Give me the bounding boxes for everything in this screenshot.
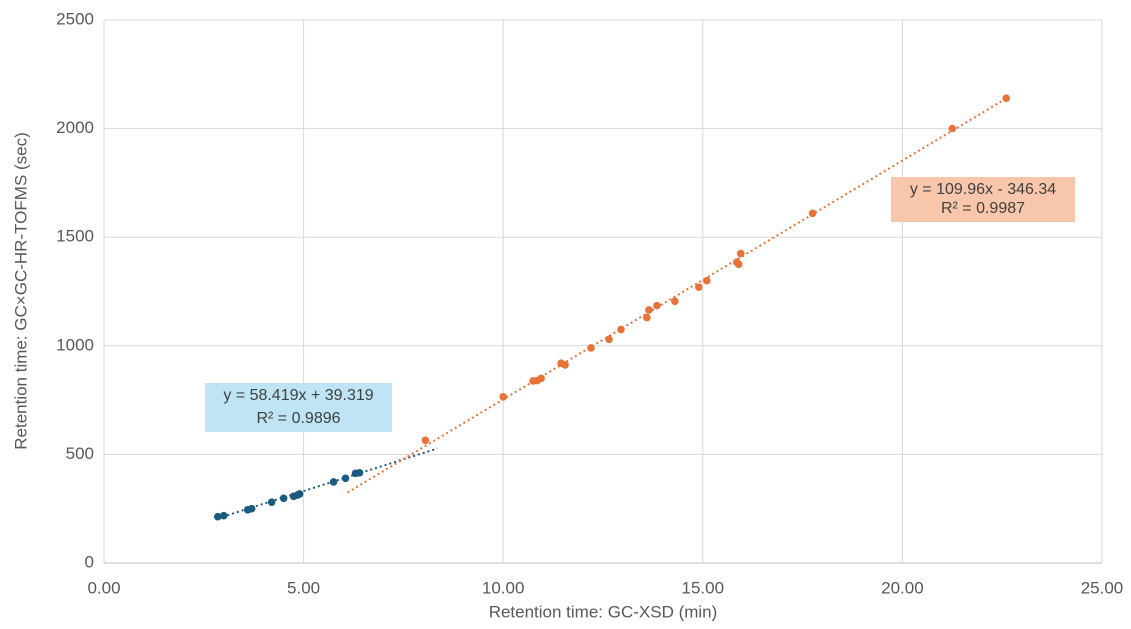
- point: [267, 498, 276, 506]
- point: [617, 325, 625, 334]
- point: [695, 283, 703, 291]
- point: [421, 436, 430, 445]
- x-tick-label: 25.00: [1081, 578, 1124, 597]
- point: [671, 297, 679, 306]
- point: [355, 469, 364, 477]
- y-tick-label: 2500: [56, 9, 94, 28]
- x-tick-label: 15.00: [682, 578, 725, 597]
- point: [734, 260, 743, 269]
- trendline: [346, 97, 1007, 494]
- trendline-label-box: [205, 383, 392, 432]
- point: [561, 361, 569, 369]
- point: [329, 478, 338, 486]
- point: [219, 511, 228, 520]
- trendline-equation: y = 109.96x - 346.34: [910, 181, 1056, 198]
- point: [948, 124, 957, 133]
- point: [645, 306, 653, 314]
- trendline-equation: y = 58.419x + 39.319: [223, 387, 373, 404]
- point: [279, 494, 288, 503]
- point: [213, 512, 222, 521]
- y-tick-label: 1000: [56, 335, 94, 354]
- trendline-label-box: [891, 177, 1075, 222]
- point: [537, 374, 545, 383]
- point: [587, 344, 595, 352]
- point: [341, 474, 350, 483]
- point: [643, 313, 651, 322]
- y-tick-label: 1500: [56, 227, 94, 246]
- point: [247, 504, 256, 513]
- trendline-r-squared: R² = 0.9987: [941, 200, 1025, 217]
- point: [808, 209, 817, 218]
- y-tick-label: 0: [85, 552, 94, 571]
- x-axis-title: Retention time: GC-XSD (min): [489, 602, 718, 621]
- x-tick-label: 5.00: [287, 578, 320, 597]
- y-axis-title: Retention time: GC×GC-HR-TOFMS (sec): [11, 132, 30, 450]
- point: [605, 335, 613, 344]
- trendline: [217, 447, 438, 520]
- x-tick-label: 0.00: [87, 578, 120, 597]
- point: [1002, 94, 1010, 102]
- y-tick-label: 500: [66, 444, 94, 463]
- point: [295, 490, 304, 498]
- x-tick-label: 20.00: [881, 578, 924, 597]
- point: [702, 276, 711, 285]
- point: [736, 249, 745, 258]
- y-tick-label: 2000: [56, 118, 94, 137]
- point: [653, 301, 661, 310]
- x-tick-label: 10.00: [482, 578, 525, 597]
- point: [499, 393, 508, 401]
- trendline-r-squared: R² = 0.9896: [256, 410, 340, 427]
